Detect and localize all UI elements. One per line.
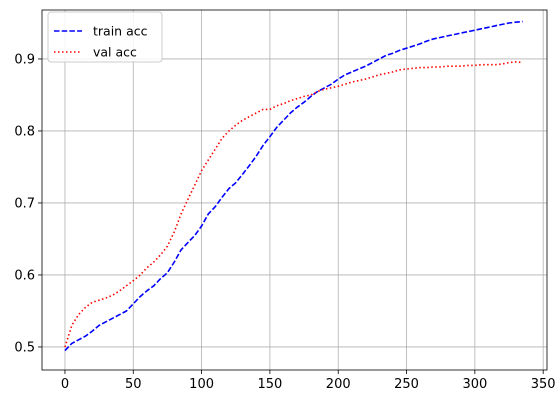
x-tick-label: 50 bbox=[125, 377, 142, 392]
y-tick-label: 0.6 bbox=[14, 268, 35, 283]
series-line-train-acc bbox=[64, 20, 523, 352]
legend-label-val-acc: val acc bbox=[93, 45, 137, 60]
y-tick-label: 0.7 bbox=[14, 196, 35, 211]
series-layer bbox=[64, 20, 523, 352]
y-tick-label: 0.9 bbox=[14, 52, 35, 67]
axis-ticks: 0 50 100 150 200 250 300 350 0.5 0.6 0.7 0.8 0.9 bbox=[14, 52, 555, 392]
x-tick-label: 0 bbox=[61, 377, 69, 392]
x-tick-label: 100 bbox=[189, 377, 214, 392]
x-tick-label: 150 bbox=[257, 377, 282, 392]
x-tick-label: 200 bbox=[326, 377, 351, 392]
y-tick-label: 0.8 bbox=[14, 124, 35, 139]
legend-box bbox=[47, 11, 163, 63]
plot-frame bbox=[41, 9, 548, 371]
x-tick-label: 300 bbox=[462, 377, 487, 392]
x-tick-label: 250 bbox=[394, 377, 419, 392]
grid bbox=[42, 10, 547, 370]
legend: train acc val acc bbox=[47, 11, 163, 63]
x-tick-label: 350 bbox=[531, 377, 556, 392]
legend-label-train-acc: train acc bbox=[93, 24, 148, 39]
y-tick-label: 0.5 bbox=[14, 340, 35, 355]
